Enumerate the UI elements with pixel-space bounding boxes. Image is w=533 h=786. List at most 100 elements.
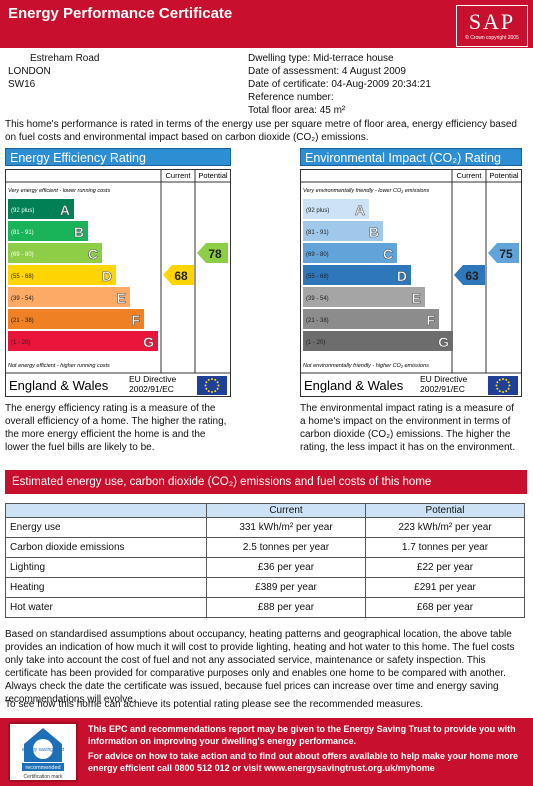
region: England & Wales [9,378,109,393]
note: To see how this home can achieve its pot… [5,699,424,710]
address-line: LONDON [8,66,51,77]
band-letter: E [412,290,421,306]
band-letter: C [383,246,393,262]
panel-description: The energy efficiency rating is a measur… [5,403,227,453]
footer-text: For advice on how to take action and to … [88,751,519,773]
panel-title: Environmental Impact (CO₂) Rating [300,148,522,166]
detail-line: Date of assessment: 4 August 2009 [248,66,406,77]
title: Energy Performance Certificate [8,5,233,22]
eu-star [505,378,508,381]
logo-band [22,763,64,771]
band-range: (81 - 91) [306,230,329,236]
top-note: Very environmentally friendly - lower CO… [303,188,430,194]
eu-flag [488,376,518,395]
header-cell [5,503,207,518]
footer-text: This EPC and recommendations report may … [88,724,516,746]
band-letter: F [426,312,435,328]
band-letter: F [131,312,140,328]
copyright: © Crown copyright 2005 [465,35,519,41]
band-range: (39 - 54) [306,296,329,302]
row-label: Carbon dioxide emissions [5,537,207,558]
band-letter: G [143,334,154,350]
details: Dwelling type: Mid-terrace house Date of … [248,52,431,117]
row-label: Energy use [5,517,207,538]
est-logo: energy saving trust recommended Certific… [8,722,78,782]
eu-star [502,391,504,393]
rating-band [303,287,425,307]
logo-name: energy saving trust [22,747,65,753]
column-header: Current [165,171,191,180]
eu-star [496,387,499,390]
logo-text: SAP [468,9,516,34]
value-cell: 223 kWh/m² per year [365,517,525,538]
row-label: Lighting [5,557,207,578]
band-letter: C [88,246,98,262]
rating-chart: Current Potential Very environmentally fri… [300,169,522,397]
detail-line: Dwelling type: Mid-terrace house [248,53,394,64]
table-row: Carbon dioxide emissions 2.5 tonnes per y… [5,537,525,558]
eu-star [496,381,499,384]
logo-circle [33,739,53,759]
value-cell: £88 per year [206,597,366,618]
note: Based on standardised assumptions about … [5,629,515,705]
panel-description: The environmental impact rating is a mea… [300,403,516,453]
band-letter: B [74,224,84,240]
rating-value: 68 [174,269,188,283]
band-range: (21 - 38) [11,318,34,324]
header-cell: Potential [365,503,525,518]
band-range: (81 - 91) [11,230,34,236]
row-label: Heating [5,577,207,598]
eu-star [498,378,501,381]
eu-star [214,378,217,381]
directive: 2002/91/EC [129,384,174,394]
table-row: Energy use 331 kWh/m² per year 223 kWh/m² … [5,517,525,538]
column-header: Current [456,171,482,180]
value-cell: £389 per year [206,577,366,598]
rating-arrow [163,265,194,285]
value-cell: 2.5 tonnes per year [206,537,366,558]
intro: This home's performance is rated in term… [5,119,517,143]
eu-star [204,384,207,387]
rating-band [303,199,369,219]
rating-band [303,309,439,329]
eu-star [508,384,511,387]
panel-border [5,169,231,397]
eu-star [505,390,508,393]
rating-band [303,331,453,351]
section-title: Estimated energy use, carbon dioxide (CO… [5,470,527,494]
rating-band [8,331,158,351]
header-bar: Energy Performance Certificate SAP © Cro… [0,0,533,48]
eu-star [205,387,208,390]
value-cell: £291 per year [365,577,525,598]
band-letter: D [397,268,407,284]
column-header: Potential [198,171,228,180]
band-letter: B [369,224,379,240]
band-letter: E [117,290,126,306]
value-cell: 1.7 tonnes per year [365,537,525,558]
directive: EU Directive [129,374,177,384]
rating-band [303,243,397,263]
row-label: Hot water [5,597,207,618]
rating-band [8,243,102,263]
eu-star [211,391,213,393]
region: England & Wales [304,378,404,393]
rating-panel: Environmental Impact (CO₂) Rating Current… [300,148,522,454]
detail-line: Reference number: [248,92,334,103]
detail-line: Date of certificate: 04-Aug-2009 20:34:2… [248,79,431,90]
logo-mark: Certification mark [24,774,63,780]
band-range: (92 plus) [306,208,329,214]
top-note: Very energy efficient - lower running co… [8,188,110,194]
rating-band [8,287,130,307]
rating-arrow [454,265,485,285]
bottom-note: Not energy efficient - higher running co… [8,363,110,369]
table-row: Lighting £36 per year £22 per year [5,557,525,578]
address-line: SW16 [8,79,36,90]
rating-band [8,265,116,285]
band-range: (39 - 54) [11,296,34,302]
band-letter: G [438,334,449,350]
eu-star [216,387,219,390]
sap-logo: SAP © Crown copyright 2005 [456,5,528,47]
rating-band [303,265,411,285]
table-row: Hot water £88 per year £68 per year [5,597,525,618]
